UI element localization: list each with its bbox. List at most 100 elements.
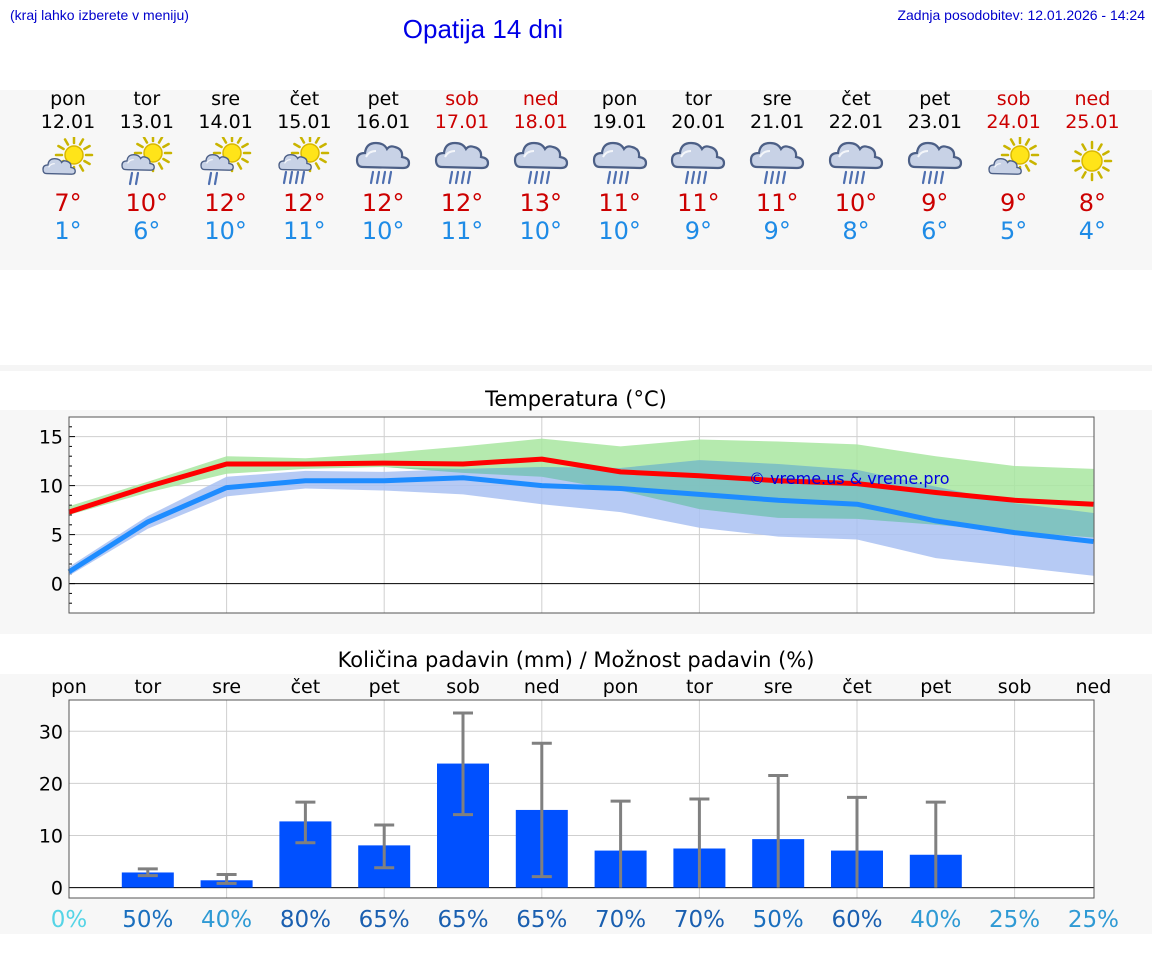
max-temperature-line bbox=[68, 456, 1094, 515]
min-temperature: 6° bbox=[133, 217, 161, 245]
max-temperature: 11° bbox=[755, 189, 799, 217]
precipitation-probability-label: 65% bbox=[359, 907, 410, 933]
cloud-rain-icon bbox=[750, 141, 805, 185]
x-category-label: pon bbox=[51, 676, 87, 698]
day-name: čet bbox=[289, 88, 320, 110]
day-date: 14.01 bbox=[198, 111, 253, 133]
min-temperature: 10° bbox=[598, 217, 641, 245]
max-temperature: 7° bbox=[54, 189, 82, 217]
day-date: 17.01 bbox=[434, 111, 490, 133]
max-temperature: 10° bbox=[834, 189, 878, 217]
day-name: sob bbox=[996, 88, 1031, 110]
forecast-strip-background bbox=[0, 90, 1152, 270]
max-temperature: 12° bbox=[440, 189, 484, 217]
day-date: 12.01 bbox=[40, 111, 96, 133]
min-temperature: 10° bbox=[361, 217, 405, 245]
max-temperature: 9° bbox=[999, 189, 1028, 217]
precipitation-probability-label: 70% bbox=[674, 907, 725, 933]
day-date: 18.01 bbox=[513, 111, 568, 133]
x-category-label: čet bbox=[291, 676, 321, 698]
day-date: 15.01 bbox=[277, 111, 332, 133]
day-name: čet bbox=[841, 88, 871, 110]
forecast-day: sob 17.01 12° 11° bbox=[422, 88, 502, 245]
cloud-rain-icon bbox=[434, 141, 490, 185]
day-date: 21.01 bbox=[749, 111, 805, 133]
precipitation-probability-label: 25% bbox=[1068, 907, 1119, 933]
day-date: 22.01 bbox=[828, 111, 884, 133]
precipitation-probability-label: 50% bbox=[122, 907, 173, 933]
cloud-rain-icon bbox=[828, 141, 884, 185]
forecast-day: tor 13.01 10° 6° bbox=[107, 88, 187, 245]
min-temperature-line bbox=[67, 475, 1094, 574]
day-name: ned bbox=[1074, 88, 1111, 110]
min-temperature: 9° bbox=[684, 217, 713, 245]
min-temperature: 11° bbox=[283, 217, 326, 245]
x-category-label: sob bbox=[998, 676, 1032, 698]
max-temperature: 13° bbox=[519, 189, 563, 217]
cloud-rain-icon bbox=[356, 141, 411, 185]
x-category-label: ned bbox=[1076, 676, 1112, 698]
precipitation-probability-label: 40% bbox=[201, 907, 252, 933]
precipitation-chart-title: Količina padavin (mm) / Možnost padavin … bbox=[337, 648, 815, 672]
day-date: 20.01 bbox=[671, 111, 726, 133]
plot-frame bbox=[68, 699, 1095, 899]
x-category-label: ned bbox=[524, 676, 560, 698]
min-temperature: 6° bbox=[921, 217, 949, 245]
max-temperature: 11° bbox=[677, 189, 720, 217]
temperature-chart: 0 5 10 15 © vreme.us & vreme.pro bbox=[39, 416, 1095, 614]
y-tick-label: 5 bbox=[51, 525, 63, 547]
x-category-label: pet bbox=[369, 676, 400, 698]
day-name: sre bbox=[211, 88, 241, 110]
precipitation-probability-label: 65% bbox=[516, 907, 567, 933]
sun-cloud-rain-icon bbox=[278, 137, 330, 185]
copyright-watermark: © vreme.us & vreme.pro bbox=[749, 469, 950, 488]
partly-cloudy-sun-icon bbox=[42, 137, 94, 175]
sun-cloud-light-rain-icon bbox=[121, 137, 173, 186]
max-temperature: 12° bbox=[283, 189, 326, 217]
day-name: sob bbox=[445, 88, 479, 110]
partly-cloudy-sun-icon bbox=[987, 137, 1039, 175]
day-date: 24.01 bbox=[986, 111, 1041, 133]
precipitation-probability-label: 0% bbox=[51, 907, 88, 933]
day-date: 25.01 bbox=[1065, 111, 1120, 133]
temperature-band-overlap bbox=[69, 460, 1094, 538]
day-name: pet bbox=[367, 88, 399, 110]
precipitation-chart: pon tor sre čet pet sob ned pon tor sre čet pet sob n… bbox=[39, 676, 1119, 933]
cloud-rain-icon bbox=[907, 141, 962, 185]
x-category-label: tor bbox=[686, 676, 713, 698]
last-update-timestamp: Zadnja posodobitev: 12.01.2026 - 14:24 bbox=[897, 7, 1145, 23]
forecast-day: ned 25.01 8° 4° bbox=[1052, 88, 1132, 245]
y-tick-label: 20 bbox=[39, 773, 63, 795]
day-name: pon bbox=[601, 88, 638, 110]
max-temperature: 10° bbox=[125, 189, 169, 217]
cloud-rain-icon bbox=[671, 141, 726, 185]
forecast-day: čet 15.01 12° 11° bbox=[264, 88, 344, 245]
y-tick-label: 10 bbox=[39, 825, 63, 847]
precipitation-bar bbox=[121, 872, 174, 888]
sun-cloud-light-rain-icon bbox=[199, 137, 251, 186]
min-temperature: 11° bbox=[440, 217, 484, 245]
precipitation-probability-label: 80% bbox=[280, 907, 331, 933]
day-name: tor bbox=[133, 88, 161, 110]
x-category-label: sob bbox=[446, 676, 480, 698]
location-menu-hint: (kraj lahko izberete v meniju) bbox=[10, 7, 189, 23]
x-category-label: sre bbox=[212, 676, 241, 698]
min-temperature: 9° bbox=[763, 217, 791, 245]
x-category-label: čet bbox=[842, 676, 872, 698]
day-name: ned bbox=[522, 88, 559, 110]
forecast-day: sre 21.01 11° 9° bbox=[737, 88, 817, 245]
y-tick-label: 15 bbox=[39, 427, 63, 449]
page-title: Opatija 14 dni bbox=[402, 14, 564, 44]
min-temperature: 10° bbox=[519, 217, 563, 245]
max-temperature: 12° bbox=[204, 189, 247, 217]
precipitation-probability-label: 70% bbox=[595, 907, 646, 933]
min-temperature: 1° bbox=[54, 217, 82, 245]
plot-frame bbox=[68, 416, 1095, 614]
forecast-day: pon 12.01 7° 1° bbox=[28, 88, 108, 245]
forecast-day: ned 18.01 13° 10° bbox=[501, 88, 581, 245]
day-name: pet bbox=[919, 88, 951, 110]
x-category-label: pon bbox=[603, 676, 639, 698]
forecast-day: tor 20.01 11° 9° bbox=[658, 88, 738, 245]
cloud-rain-icon bbox=[513, 141, 568, 185]
day-date: 16.01 bbox=[355, 111, 411, 133]
